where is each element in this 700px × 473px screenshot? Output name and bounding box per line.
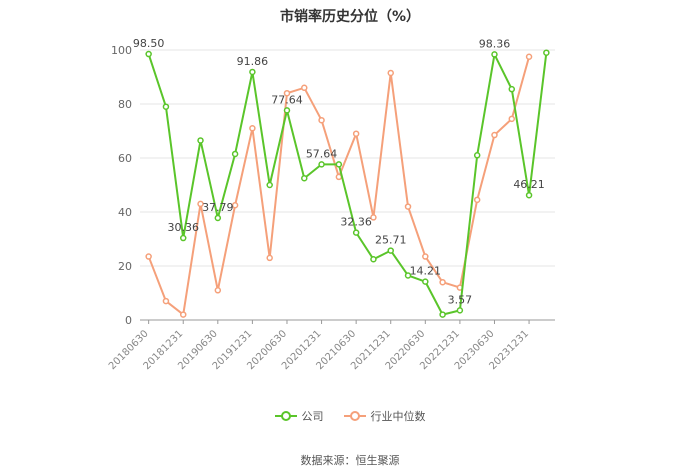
y-tick-label: 60 — [118, 152, 132, 165]
data-point — [266, 181, 273, 189]
y-tick-label: 100 — [111, 44, 132, 57]
data-point — [283, 107, 291, 114]
data-label: 32.36 — [340, 216, 372, 229]
data-point — [491, 131, 498, 139]
data-point — [318, 116, 325, 124]
y-tick-label: 40 — [118, 206, 132, 219]
data-point — [231, 202, 239, 209]
data-point — [525, 53, 533, 60]
data-label: 91.86 — [237, 55, 269, 68]
data-point — [439, 311, 446, 318]
legend-industry-swatch — [343, 411, 366, 421]
data-point — [422, 278, 429, 285]
data-point — [283, 89, 291, 97]
data-point — [404, 203, 412, 210]
data-label: 25.71 — [375, 234, 407, 247]
data-point — [370, 214, 377, 221]
data-point — [352, 130, 360, 137]
data-point — [508, 115, 516, 123]
data-point — [301, 175, 308, 182]
data-point — [214, 287, 222, 294]
data-label: 3.57 — [448, 293, 473, 306]
data-point — [179, 311, 187, 318]
data-label: 77.64 — [271, 93, 303, 106]
data-label: 37.79 — [202, 201, 234, 214]
data-point — [387, 69, 394, 77]
line-chart: 0204060801002018063020181231201906302019… — [107, 37, 555, 372]
data-point — [214, 214, 222, 222]
data-point — [543, 49, 550, 56]
data-point — [439, 278, 446, 286]
data-label: 57.64 — [306, 147, 338, 160]
data-point — [249, 68, 256, 76]
data-point — [335, 161, 343, 168]
data-point — [162, 297, 170, 305]
data-point — [249, 125, 256, 132]
data-point — [197, 137, 204, 144]
data-point — [508, 85, 516, 93]
data-label: 46.21 — [513, 178, 545, 191]
legend: 公司 行业中位数 — [0, 408, 700, 424]
data-point — [456, 307, 464, 314]
data-label: 98.50 — [133, 37, 165, 50]
y-tick-label: 20 — [118, 260, 132, 273]
data-point — [145, 253, 152, 260]
data-point — [197, 200, 204, 208]
y-tick-label: 0 — [125, 314, 132, 327]
data-point — [301, 84, 308, 92]
legend-company-swatch — [274, 411, 297, 421]
data-source: 数据来源：恒生聚源 — [300, 454, 400, 467]
data-label: 14.21 — [410, 265, 442, 278]
series-company — [145, 49, 550, 318]
series-line — [147, 52, 548, 316]
data-point — [266, 254, 273, 262]
data-point — [473, 196, 481, 204]
chart-title: 市销率历史分位（%） — [279, 9, 421, 25]
data-point — [352, 229, 360, 236]
legend-company-label: 公司 — [301, 410, 324, 423]
data-point — [179, 234, 187, 242]
data-point — [422, 253, 429, 260]
data-point — [525, 191, 533, 199]
data-point — [162, 103, 170, 110]
y-tick-label: 80 — [118, 98, 132, 111]
data-point — [231, 150, 239, 158]
data-point — [370, 256, 377, 263]
data-label: 98.36 — [479, 37, 511, 50]
data-point — [491, 51, 498, 58]
data-point — [473, 152, 481, 159]
data-label: 30.36 — [167, 221, 199, 234]
data-point — [318, 161, 325, 168]
series-line — [147, 56, 531, 316]
legend-item-industry[interactable]: 行业中位数 — [343, 408, 426, 424]
data-point — [145, 50, 152, 58]
data-point — [404, 272, 412, 279]
data-point — [387, 247, 394, 254]
legend-industry-label: 行业中位数 — [370, 410, 426, 423]
legend-item-company[interactable]: 公司 — [274, 408, 324, 424]
